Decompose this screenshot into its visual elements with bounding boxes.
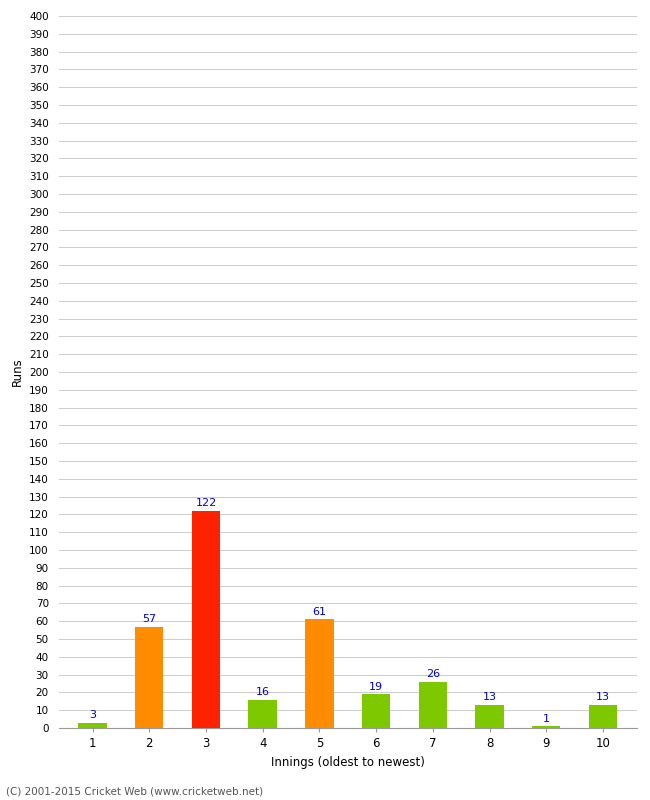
Text: 57: 57 — [142, 614, 156, 624]
Y-axis label: Runs: Runs — [10, 358, 23, 386]
Text: 19: 19 — [369, 682, 383, 691]
X-axis label: Innings (oldest to newest): Innings (oldest to newest) — [271, 755, 424, 769]
Bar — [192, 511, 220, 728]
Text: (C) 2001-2015 Cricket Web (www.cricketweb.net): (C) 2001-2015 Cricket Web (www.cricketwe… — [6, 786, 264, 796]
Bar — [135, 626, 163, 728]
Bar — [79, 722, 107, 728]
Text: 122: 122 — [196, 498, 216, 508]
Text: 1: 1 — [543, 714, 550, 723]
Bar — [589, 705, 617, 728]
Bar — [419, 682, 447, 728]
Text: 16: 16 — [255, 687, 270, 697]
Bar — [475, 705, 504, 728]
Text: 61: 61 — [313, 606, 326, 617]
Bar — [248, 699, 277, 728]
Text: 3: 3 — [89, 710, 96, 720]
Bar — [306, 619, 333, 728]
Text: 13: 13 — [482, 692, 497, 702]
Text: 26: 26 — [426, 669, 440, 679]
Bar — [532, 726, 560, 728]
Text: 13: 13 — [596, 692, 610, 702]
Bar — [362, 694, 390, 728]
